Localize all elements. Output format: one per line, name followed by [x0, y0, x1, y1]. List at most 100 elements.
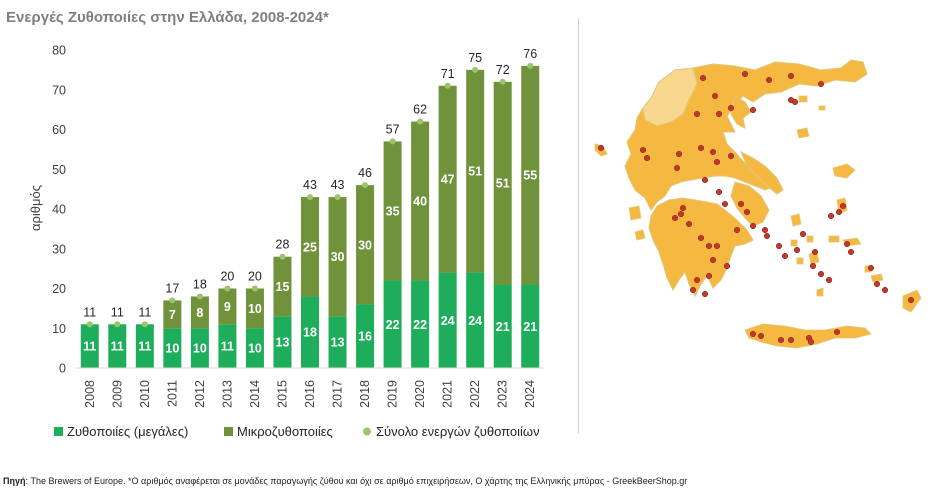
bar-large-2010 — [135, 324, 154, 368]
label-micro-2015: 15 — [276, 280, 290, 294]
bar-large-2022 — [466, 272, 485, 368]
samothraki-island — [818, 105, 826, 111]
brewery-marker — [737, 200, 745, 208]
label-total-2015: 28 — [276, 238, 290, 252]
x-tick-label-2019: 2019 — [386, 380, 400, 408]
label-total-2013: 20 — [220, 270, 234, 284]
brewery-marker — [817, 80, 825, 88]
source-text: : The Brewers of Europe. *Ο αριθμός αναφ… — [25, 476, 688, 486]
legend-swatch-large — [54, 427, 63, 436]
divider — [578, 18, 579, 433]
brewery-marker — [881, 286, 889, 294]
bar-micro-2011 — [163, 300, 182, 329]
bar-chart: 1111111111111071710818119201010201315281… — [28, 44, 544, 439]
y-tick-label: 50 — [52, 163, 66, 177]
label-micro-2013: 9 — [224, 300, 231, 314]
brewery-marker — [733, 226, 741, 234]
brewery-marker — [787, 72, 795, 80]
bar-large-2016 — [301, 296, 319, 368]
brewery-marker — [697, 234, 705, 242]
brewery-marker — [791, 98, 799, 106]
total-marker-2011 — [169, 297, 176, 304]
greece-brewery-map — [594, 59, 922, 349]
label-micro-2018: 30 — [358, 238, 372, 252]
bar-micro-2015 — [273, 256, 292, 317]
x-tick-label-2020: 2020 — [413, 380, 427, 408]
brewery-marker — [597, 144, 605, 152]
brewery-marker — [799, 230, 807, 238]
label-large-2017: 13 — [331, 336, 345, 350]
y-tick-label: 20 — [52, 282, 66, 296]
bar-large-2020 — [411, 280, 430, 368]
y-tick-label: 30 — [52, 242, 66, 256]
label-total-2020: 62 — [413, 103, 427, 117]
bar-micro-2014 — [245, 288, 264, 329]
x-tick-label-2012: 2012 — [193, 380, 207, 408]
brewery-marker — [673, 164, 681, 172]
brewery-marker — [741, 70, 749, 78]
bar-large-2021 — [438, 272, 457, 368]
x-tick-label-2017: 2017 — [331, 380, 345, 408]
bar-large-2019 — [383, 280, 402, 368]
brewery-marker — [793, 246, 801, 254]
bar-micro-2012 — [190, 296, 209, 329]
label-total-2012: 18 — [193, 277, 207, 291]
bar-large-2017 — [328, 316, 347, 368]
total-marker-2022 — [472, 66, 479, 73]
legend-swatch-micro — [224, 427, 233, 436]
label-large-2008: 11 — [83, 340, 96, 354]
total-marker-2012 — [196, 293, 203, 300]
brewery-marker — [693, 276, 701, 284]
x-tick-label-2013: 2013 — [220, 380, 234, 408]
label-total-2014: 20 — [248, 270, 262, 284]
x-tick-label-2021: 2021 — [441, 380, 455, 408]
label-micro-2022: 51 — [468, 165, 482, 179]
bar-large-2018 — [356, 304, 375, 368]
x-tick-label-2015: 2015 — [275, 380, 289, 408]
brewery-marker — [757, 332, 765, 340]
label-micro-2011: 7 — [169, 308, 176, 322]
brewery-marker — [833, 328, 841, 336]
brewery-marker — [809, 262, 817, 270]
label-micro-2014: 10 — [248, 302, 262, 316]
brewery-marker — [825, 276, 833, 284]
brewery-marker — [843, 240, 851, 248]
total-marker-2017 — [334, 194, 341, 201]
brewery-marker — [697, 144, 705, 152]
y-tick-label: 40 — [52, 203, 66, 217]
total-marker-2009 — [114, 321, 121, 328]
x-tick-label-2022: 2022 — [468, 380, 482, 408]
thasos-island — [798, 95, 808, 103]
label-total-2024: 76 — [523, 47, 537, 61]
bar-large-2011 — [163, 328, 182, 368]
brewery-marker — [693, 110, 701, 118]
label-large-2016: 18 — [303, 326, 317, 340]
brewery-marker — [827, 212, 835, 220]
chart-title: Ενεργές Ζυθοποιίες στην Ελλάδα, 2008-202… — [6, 9, 329, 26]
brewery-marker — [811, 248, 819, 256]
label-large-2015: 13 — [276, 336, 290, 350]
label-large-2010: 11 — [138, 340, 151, 354]
bar-large-2008 — [80, 324, 99, 368]
bar-micro-2022 — [466, 69, 485, 273]
label-total-2023: 72 — [496, 63, 510, 77]
bar-micro-2018 — [356, 185, 375, 305]
x-tick-label-2024: 2024 — [523, 380, 537, 408]
bar-micro-2016 — [301, 197, 319, 297]
legend-marker-total — [363, 427, 371, 436]
total-marker-2023 — [499, 78, 506, 85]
label-large-2009: 11 — [111, 340, 124, 354]
brewery-marker — [781, 252, 789, 260]
kos-island — [870, 273, 884, 283]
brewery-marker — [867, 264, 875, 272]
bar-large-2013 — [218, 324, 237, 368]
label-micro-2019: 35 — [386, 204, 400, 218]
y-tick-label: 70 — [52, 83, 66, 97]
label-total-2008: 11 — [83, 305, 96, 319]
total-marker-2019 — [389, 138, 396, 145]
brewery-marker — [715, 110, 723, 118]
label-total-2016: 43 — [303, 178, 317, 192]
brewery-marker — [873, 280, 881, 288]
y-tick-label: 0 — [59, 362, 66, 376]
brewery-marker — [705, 272, 713, 280]
